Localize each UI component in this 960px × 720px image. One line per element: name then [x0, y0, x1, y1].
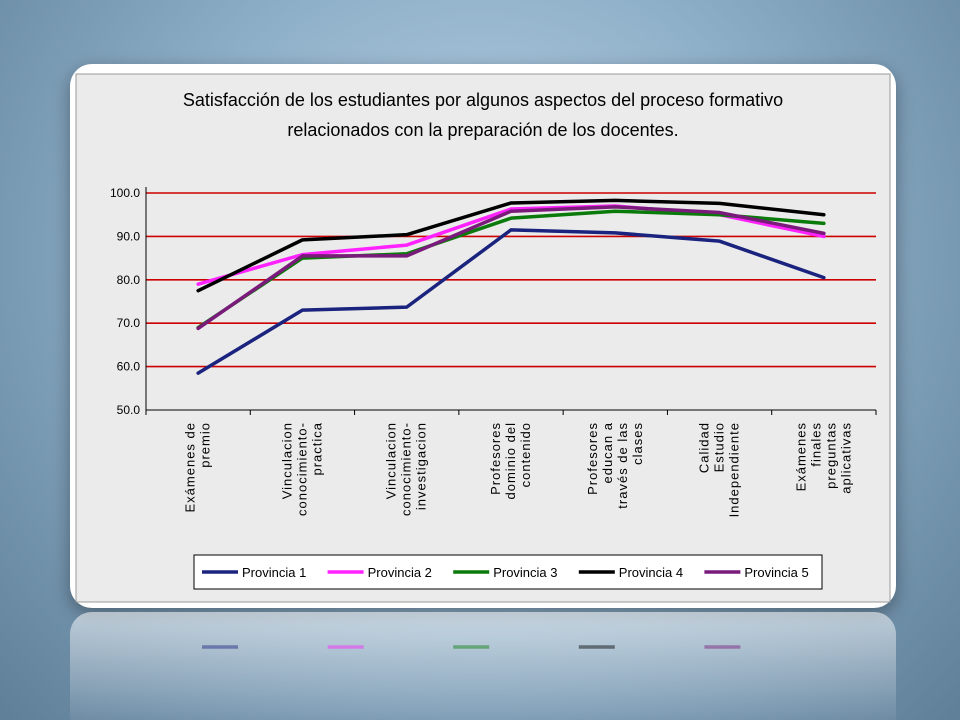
legend-label: Provincia 2	[368, 565, 432, 580]
x-category-label: Vinculacion conocimiento-practica	[279, 422, 324, 516]
line-chart: Satisfacción de los estudiantes por algu…	[75, 73, 891, 603]
x-category-label-line: finales	[808, 422, 823, 467]
x-category-label-line: Exámenes	[793, 422, 808, 491]
legend-label: Provincia 4	[619, 565, 683, 580]
legend-reflection	[202, 645, 741, 649]
x-category-label: Exámenes de premio	[183, 422, 213, 513]
legend-label: Provincia 1	[242, 565, 306, 580]
legend-label: Provincia 5	[744, 565, 808, 580]
x-category-label-line: aplicativas	[838, 422, 853, 494]
x-category-label-line: través de las	[615, 422, 630, 509]
x-category-label-line: Exámenes de	[183, 422, 198, 513]
chart-title-line: relacionados con la preparación de los d…	[287, 120, 678, 140]
x-category-label: Vinculacion conocimiento-investigacion	[384, 422, 429, 516]
y-tick-label: 50.0	[117, 403, 141, 417]
x-category-label-line: Independiente	[727, 422, 742, 517]
x-category-label-line: dominio del	[503, 422, 518, 500]
y-tick-label: 90.0	[117, 229, 141, 243]
x-category-label-line: preguntas	[823, 422, 838, 489]
x-category-label-line: premio	[198, 422, 213, 468]
series-line	[196, 228, 826, 375]
legend-label: Provincia 3	[493, 565, 557, 580]
x-category-label: Profesores dominio del contenido	[488, 422, 533, 500]
y-tick-label: 60.0	[117, 360, 141, 374]
x-category-label-line: contenido	[518, 422, 533, 487]
x-category-label-line: conocimiento-	[399, 422, 414, 516]
x-category-label-line: clases	[630, 422, 645, 465]
x-category-label-line: Vinculacion	[384, 422, 399, 499]
card-reflection	[70, 612, 896, 720]
x-category-label-line: Profesores	[585, 422, 600, 495]
x-category-label-line: practica	[309, 422, 324, 476]
series-line	[196, 209, 826, 330]
x-category-label-line: Vinculacion	[279, 422, 294, 499]
x-category-label-line: Estudio	[712, 422, 727, 472]
chart-card: Satisfacción de los estudiantes por algu…	[70, 64, 896, 608]
x-category-label-line: conocimiento-	[294, 422, 309, 516]
x-category-label-line: educan a	[600, 422, 615, 484]
series-line	[196, 205, 826, 331]
x-category-label: Calidad Estudio Independiente	[697, 422, 742, 517]
chart-frame	[75, 73, 891, 603]
x-category-label: Exámenes finales preguntas aplicativas	[793, 422, 853, 494]
x-category-label-line: investigacion	[414, 422, 429, 510]
y-tick-label: 80.0	[117, 273, 141, 287]
series-line	[196, 198, 826, 293]
chart-title-line: Satisfacción de los estudiantes por algu…	[183, 90, 783, 110]
y-tick-label: 100.0	[110, 186, 140, 200]
x-category-label: Profesores educan a través de las clases	[585, 422, 645, 509]
x-category-label-line: Profesores	[488, 422, 503, 495]
y-tick-label: 70.0	[117, 316, 141, 330]
x-category-label-line: Calidad	[697, 422, 712, 473]
